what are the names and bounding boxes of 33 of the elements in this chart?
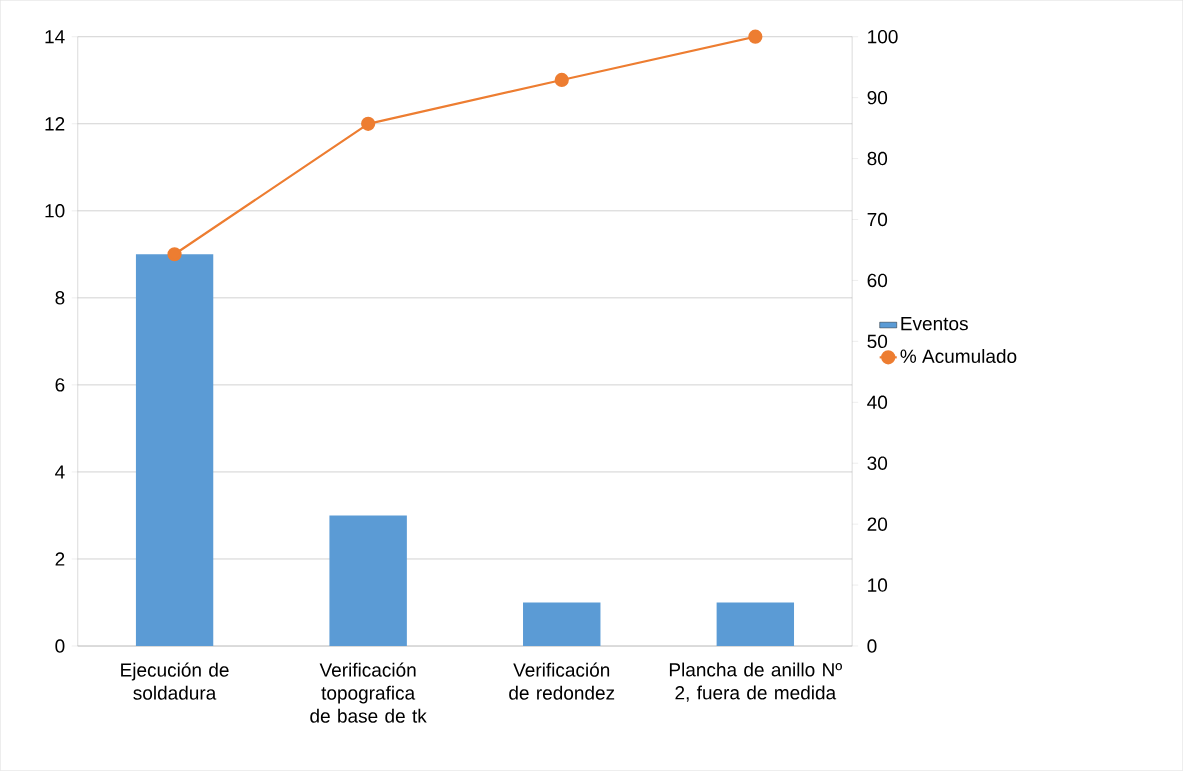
x-tick-label: Verificación de redondez [509,662,615,700]
point [167,247,182,262]
legend-label: % Acumulado [900,349,1017,364]
y-tick-label: 8 [55,291,65,305]
bar [716,602,795,647]
y-tick-label: 2 [55,552,65,566]
y2-tick-label: 10 [868,578,888,592]
bar [135,254,214,647]
point [554,72,569,88]
y2-tick-label: 0 [867,639,877,653]
bar [523,602,601,647]
point [748,29,763,44]
y2-tick-label: 80 [867,151,888,166]
y2-tick-label: 60 [867,273,888,288]
y-tick-label: 0 [55,639,65,653]
x-tick-label: Plancha de anillo Nº 2, fuera de medida [669,662,843,702]
x-tick-label: Ejecución de soldadura [121,662,229,700]
legend-label: Eventos [901,317,968,331]
y2-tick-label: 90 [867,91,888,105]
y-tick-label: 12 [45,117,65,131]
y-tick-label: 14 [45,30,65,44]
y2-tick-label: 40 [867,395,888,410]
y2-tick-label: 70 [867,212,888,227]
y-tick-label: 6 [55,378,65,392]
y-tick-label: 10 [45,204,65,218]
y2-tick-label: 50 [867,334,888,349]
y2-tick-label: 100 [868,30,898,44]
y2-tick-label: 20 [867,517,888,531]
y2-tick-label: 30 [867,456,888,471]
y-tick-label: 4 [55,465,65,479]
point [361,116,376,132]
bar [329,515,407,647]
x-tick-label: Verificación topografica de base de tk [310,662,427,723]
